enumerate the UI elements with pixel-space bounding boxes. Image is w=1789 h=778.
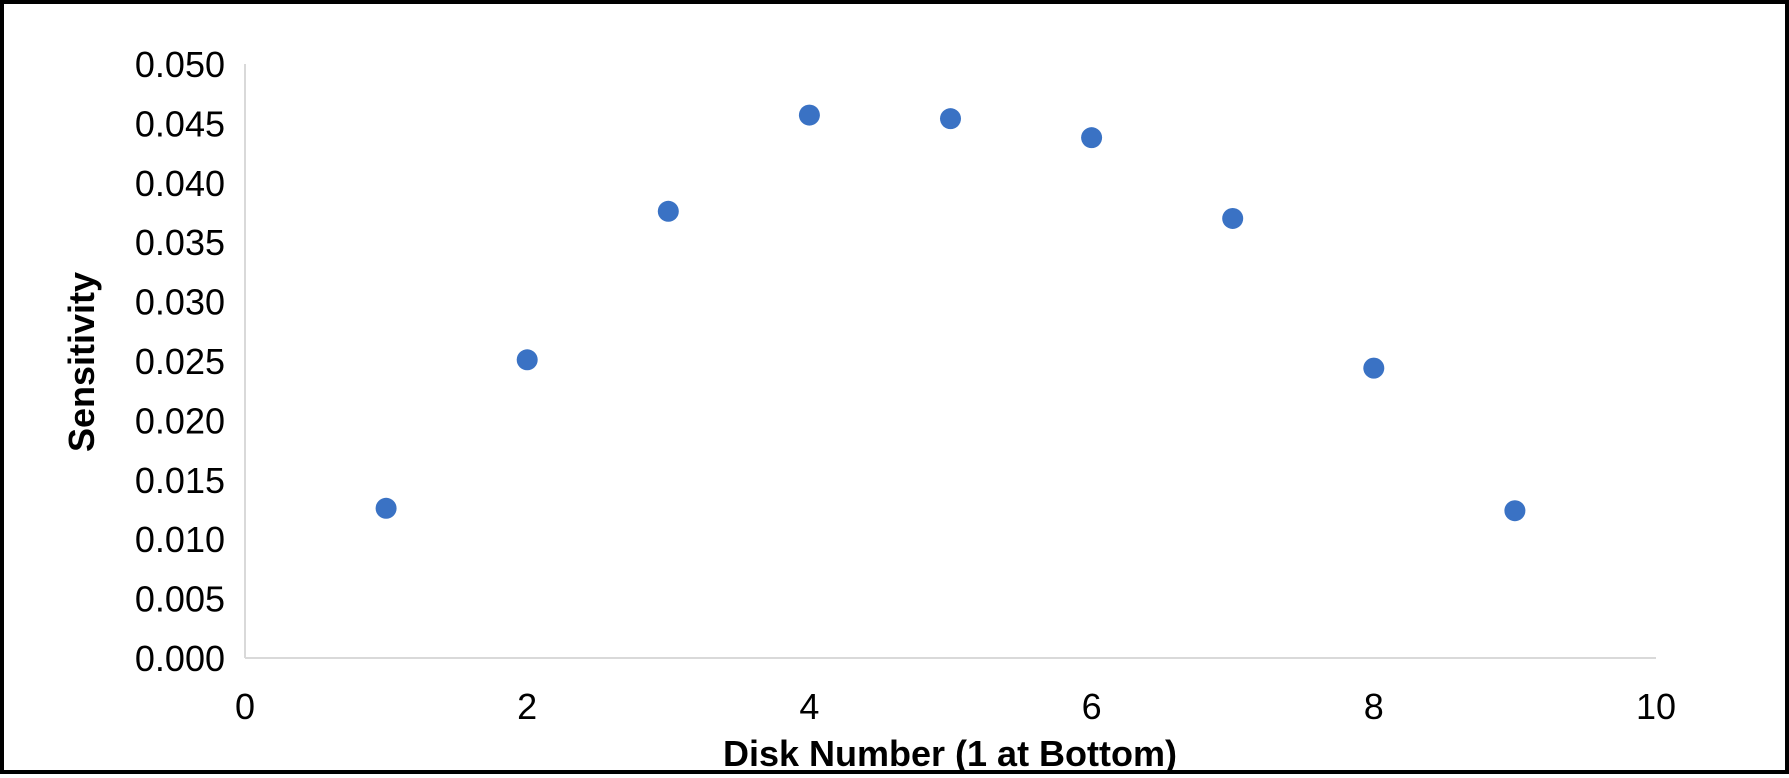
data-point <box>516 349 538 371</box>
y-tick-label: 0.015 <box>135 460 225 501</box>
x-tick-label: 8 <box>1364 686 1384 727</box>
x-tick-label: 4 <box>799 686 819 727</box>
y-tick-label: 0.005 <box>135 579 225 620</box>
y-tick-label: 0.040 <box>135 163 225 204</box>
y-tick-label: 0.050 <box>135 44 225 85</box>
y-axis-title: Sensitivity <box>61 272 102 452</box>
x-tick-label: 2 <box>517 686 537 727</box>
data-point <box>657 200 679 222</box>
data-points <box>375 104 1526 522</box>
data-point <box>798 104 820 126</box>
y-tick-label: 0.035 <box>135 222 225 263</box>
x-tick-label: 6 <box>1082 686 1102 727</box>
y-tick-label: 0.020 <box>135 400 225 441</box>
data-point <box>1504 500 1526 522</box>
data-point <box>375 497 397 519</box>
y-tick-label: 0.010 <box>135 519 225 560</box>
scatter-chart: 0 2 4 6 8 10 0.0000.0050.0100.0150.0200.0250.… <box>61 44 1676 774</box>
x-axis-ticks: 0 2 4 6 8 10 <box>235 686 1676 727</box>
x-tick-label: 10 <box>1636 686 1676 727</box>
data-point <box>940 108 961 130</box>
x-axis-title: Disk Number (1 at Bottom) <box>723 733 1177 774</box>
data-point <box>1081 127 1103 149</box>
data-point <box>1222 207 1244 229</box>
x-tick-label: 0 <box>235 686 255 727</box>
y-tick-label: 0.030 <box>135 282 225 323</box>
y-tick-label: 0.045 <box>135 103 225 144</box>
y-axis-ticks: 0.000 0.005 0.010 0.015 0.020 0.025 0.030 0.035… <box>135 44 225 679</box>
axes <box>244 64 1656 659</box>
data-point <box>1363 357 1385 379</box>
y-tick-label: 0.000 <box>135 638 225 679</box>
y-tick-label: 0.025 <box>135 341 225 382</box>
